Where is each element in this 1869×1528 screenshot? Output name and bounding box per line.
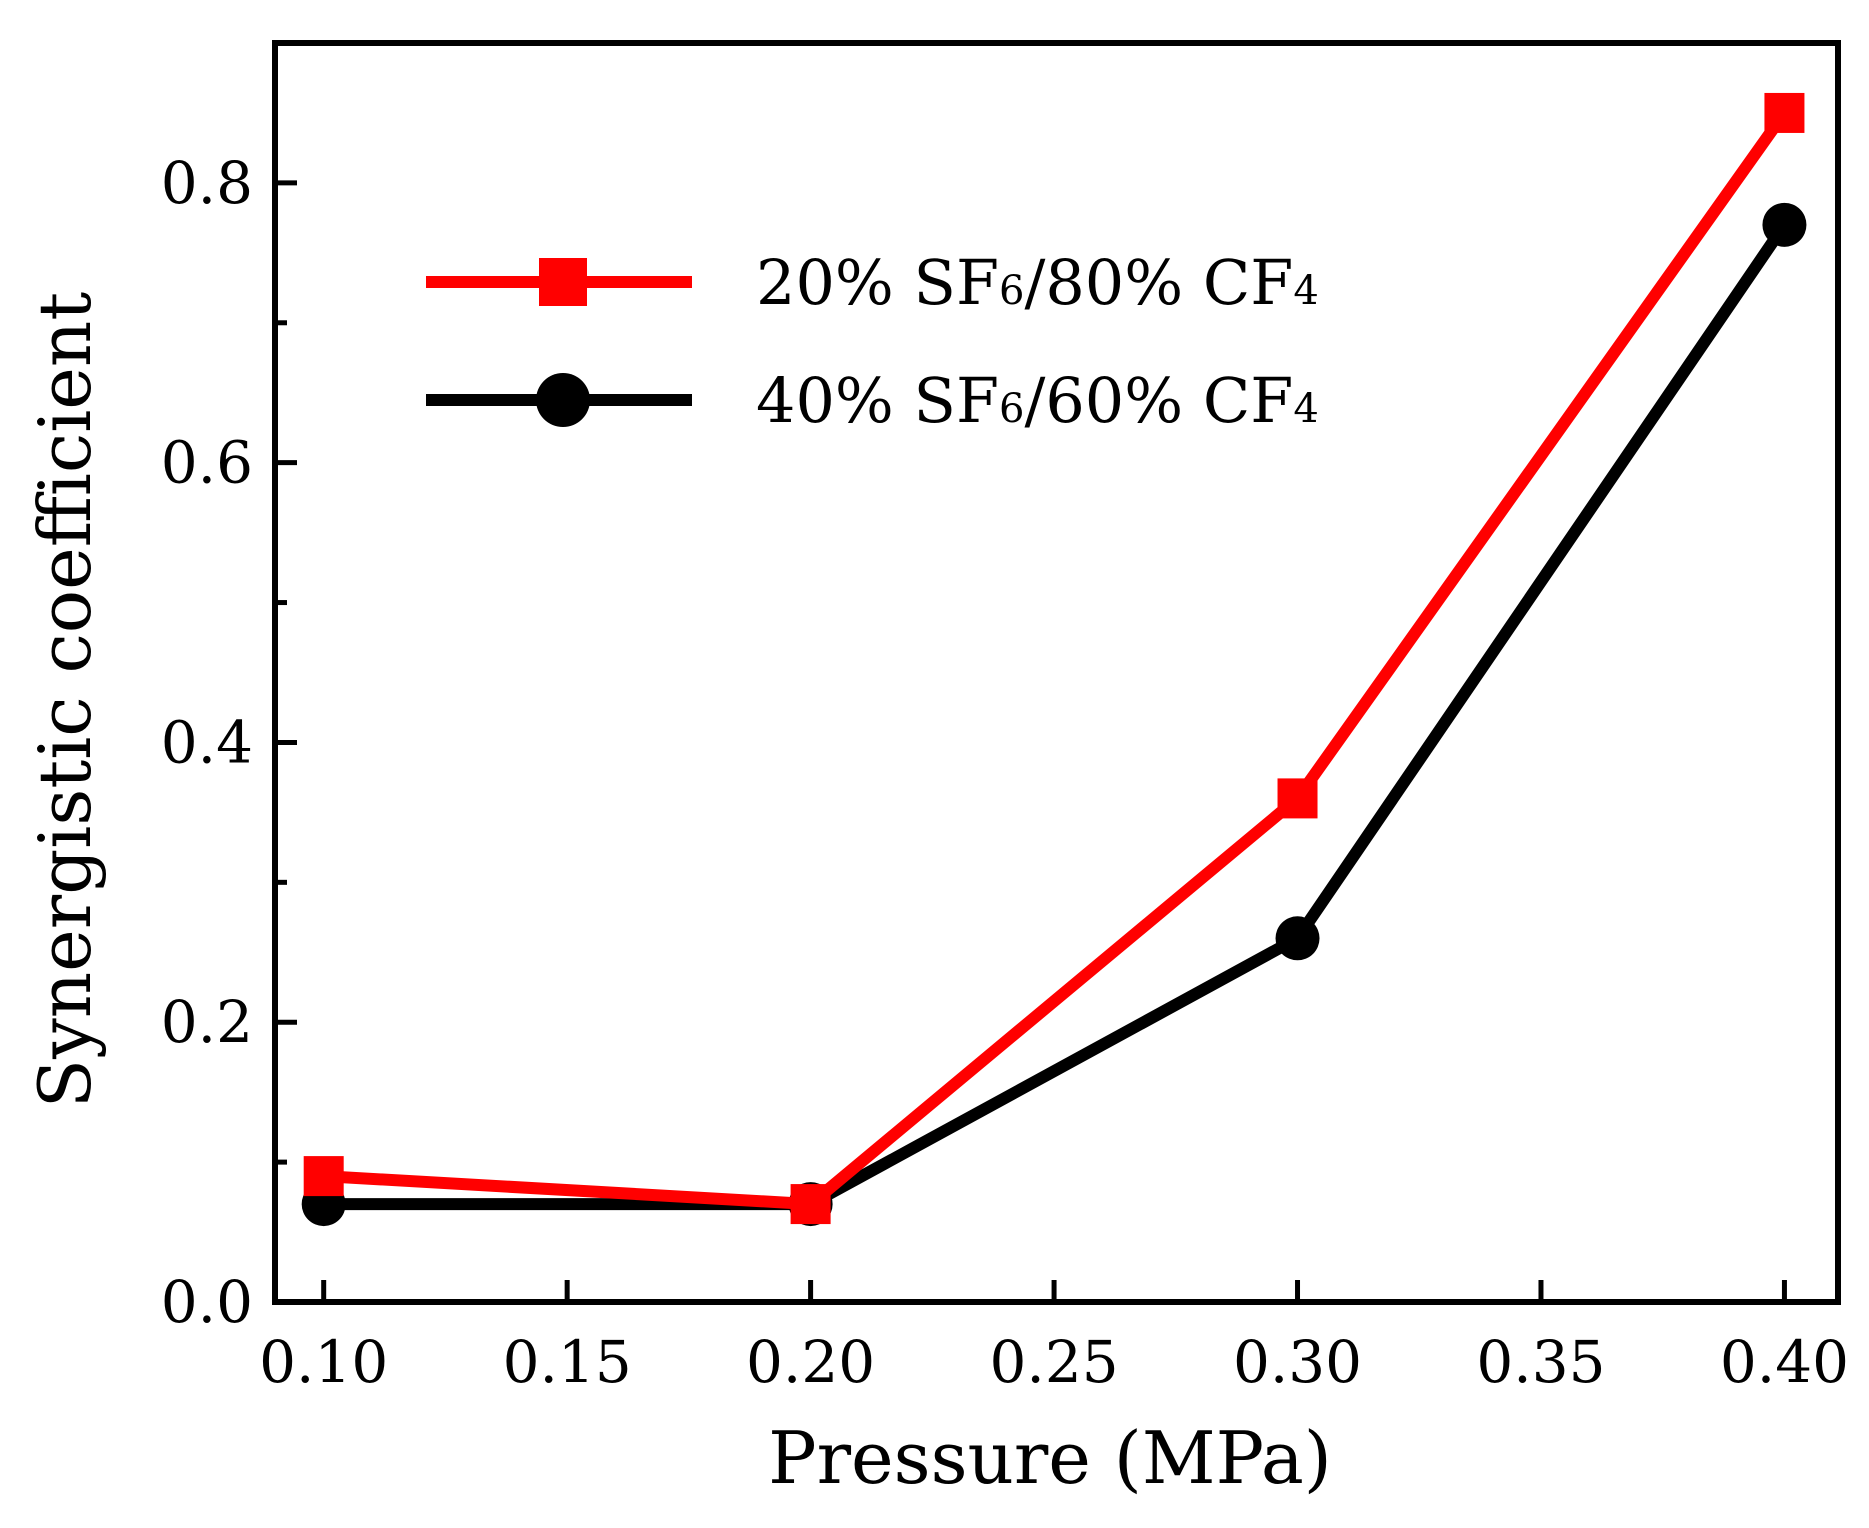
series-1-point [1277,778,1318,819]
x-tick-label: 0.30 [1233,1328,1362,1396]
y-tick-label: 0.4 [161,708,253,776]
x-tick-label: 0.25 [989,1328,1118,1396]
y-axis-ticks: 0.0 0.2 0.4 0.6 0.8 [161,149,297,1336]
legend-text-part: /60% CF [1024,364,1293,437]
x-tick-label: 0.15 [503,1328,632,1396]
series-2-point [1275,916,1320,961]
legend-marker-1 [539,258,587,306]
x-tick-label: 0.35 [1476,1328,1605,1396]
y-tick-label: 0.2 [161,988,253,1056]
plot-frame [272,40,1841,1305]
legend-text-part: /80% CF [1024,246,1293,319]
series-1-point [303,1156,344,1197]
legend-subscript: 6 [999,386,1024,432]
x-axis-ticks: 0.10 0.15 0.20 0.25 0.30 0.35 0.40 [259,1280,1849,1396]
plot-series [301,92,1807,1227]
x-tick-label: 0.10 [259,1328,388,1396]
series-line-1 [323,109,1790,1211]
series-2-point [1762,202,1807,247]
y-tick-label: 0.0 [161,1268,253,1336]
series-1-point [1764,92,1805,133]
x-axis-title: Pressure (MPa) [768,1416,1332,1500]
legend-subscript: 6 [999,268,1024,314]
y-tick-label: 0.8 [161,149,253,217]
x-tick-label: 0.40 [1720,1328,1849,1396]
legend-subscript: 4 [1293,386,1318,432]
series-line-2 [323,221,1790,1211]
x-tick-label: 0.20 [746,1328,875,1396]
legend-label-2: 40% SF6/60% CF4 [756,364,1319,437]
y-tick-label: 0.6 [161,429,253,497]
legend-label-1: 20% SF6/80% CF4 [756,246,1319,319]
legend-text-part: 20% SF [756,246,999,319]
legend-subscript: 4 [1293,268,1318,314]
legend-marker-2 [536,373,590,427]
y-axis-title: Synergistic coefficient [23,292,107,1108]
legend-text-part: 40% SF [756,364,999,437]
series-1-point [790,1184,831,1225]
